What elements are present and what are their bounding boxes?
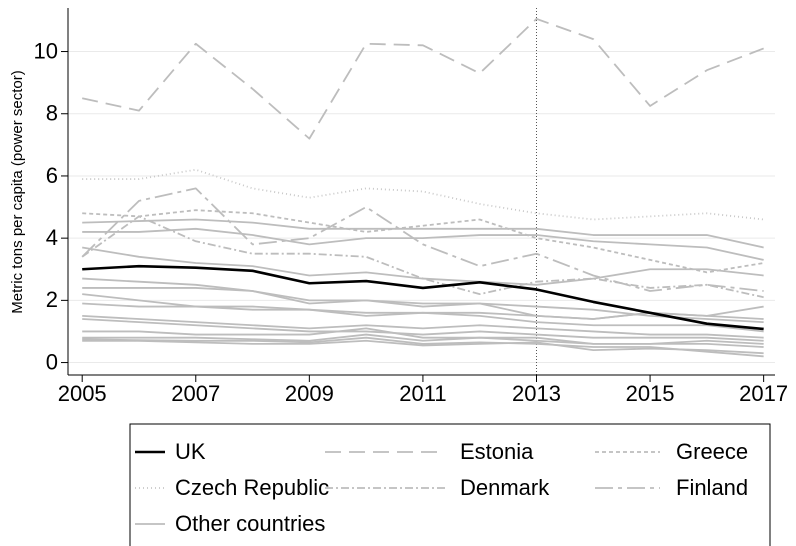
legend-label: Czech Republic <box>175 475 329 500</box>
legend-label: Finland <box>676 475 748 500</box>
y-tick-label: 8 <box>46 101 58 126</box>
y-axis-label: Metric tons per capita (power sector) <box>9 70 26 313</box>
legend-label: Estonia <box>460 439 534 464</box>
legend-label: Greece <box>676 439 748 464</box>
y-tick-label: 10 <box>34 38 58 63</box>
x-tick-label: 2017 <box>739 381 788 406</box>
legend-label: UK <box>175 439 206 464</box>
legend-box <box>129 423 771 546</box>
other-country-line <box>82 218 764 249</box>
other-country-line <box>82 339 764 355</box>
legend-label: Denmark <box>460 475 550 500</box>
other-country-line <box>82 315 764 339</box>
y-tick-label: 4 <box>46 225 58 250</box>
x-tick-label: 2005 <box>58 381 107 406</box>
other-country-line <box>82 336 764 358</box>
x-tick-label: 2007 <box>171 381 220 406</box>
series-line <box>81 215 764 299</box>
other-country-line <box>82 302 764 333</box>
x-tick-label: 2009 <box>285 381 334 406</box>
series-line <box>82 168 764 221</box>
y-tick-label: 6 <box>46 163 58 188</box>
y-tick-label: 2 <box>46 287 58 312</box>
series-line <box>81 187 764 292</box>
other-country-line <box>82 287 764 324</box>
legend-label: Other countries <box>175 511 325 536</box>
other-country-line <box>82 318 764 342</box>
series-line <box>82 209 764 274</box>
other-country-line <box>82 227 764 261</box>
x-tick-label: 2015 <box>626 381 675 406</box>
x-tick-label: 2013 <box>512 381 561 406</box>
series-line <box>82 264 764 331</box>
other-country-line <box>82 333 764 348</box>
series-line <box>82 17 764 140</box>
x-tick-label: 2011 <box>399 381 446 406</box>
y-tick-label: 0 <box>46 349 58 374</box>
